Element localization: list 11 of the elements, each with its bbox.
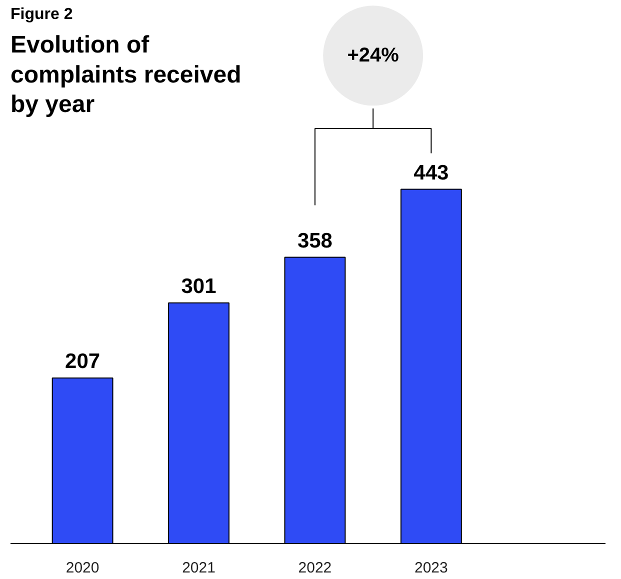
data-label: 207 (65, 350, 100, 373)
x-tick-label: 2023 (414, 560, 448, 576)
data-label: 358 (297, 229, 333, 252)
chart-title: Evolution of complaints received by year (10, 32, 242, 118)
data-label: 443 (414, 161, 449, 184)
caption: Figure 2 (10, 6, 73, 24)
text: +24% (347, 44, 400, 67)
x-tick-label: 2021 (182, 560, 216, 576)
x-tick-label: 2020 (66, 560, 100, 576)
x-tick-label: 2022 (298, 560, 332, 576)
data-label: 301 (181, 274, 217, 298)
